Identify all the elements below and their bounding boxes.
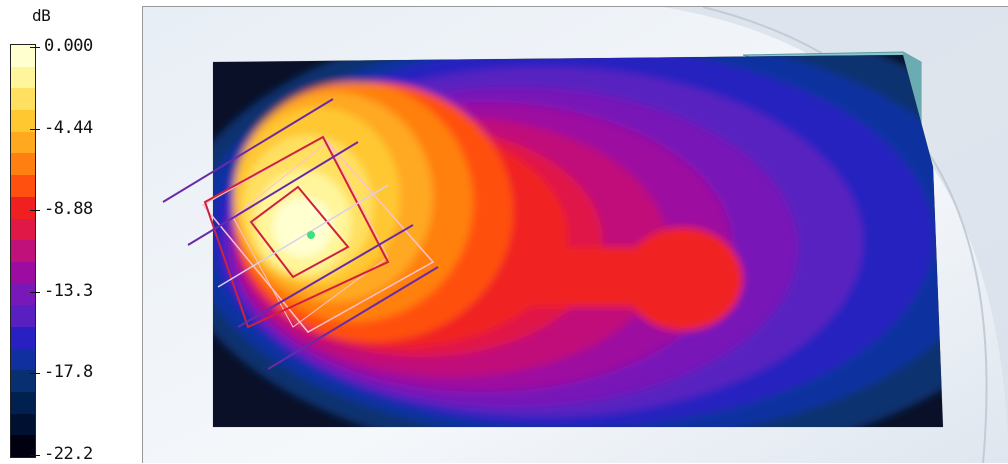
grid-square-light [232, 141, 389, 328]
colorbar-tick-label: -8.88 [44, 199, 93, 220]
colorbar-band [11, 392, 35, 414]
scan-grid-overlay [162, 98, 439, 370]
colorbar-band [11, 218, 35, 241]
heatmap-surface [213, 55, 943, 427]
colorbar-band [11, 240, 35, 262]
colorbar-tick [30, 373, 40, 375]
viewport-3d[interactable] [142, 6, 1008, 463]
colorbar-band [11, 326, 35, 349]
colorbar-band [11, 153, 35, 176]
scan-line-1 [162, 98, 334, 203]
colorbar-tick [30, 47, 40, 48]
scene-svg [143, 7, 1008, 463]
colorbar-band [11, 283, 35, 306]
red-grid-square [203, 135, 390, 329]
colorbar-tick-label: 0.000 [44, 36, 93, 56]
colorbar-band [11, 66, 35, 89]
legend-unit: dB [32, 6, 51, 25]
colorbar-tick [30, 128, 40, 130]
colorbar-tick-label: -22.2 [44, 444, 93, 464]
colorbar-band [11, 131, 35, 154]
colorbar-tick [30, 210, 40, 212]
curved-housing [663, 7, 1008, 438]
colorbar-band [11, 45, 35, 67]
colorbar-tick-label: -13.3 [44, 280, 93, 301]
inner-red-square [249, 185, 350, 279]
scan-line-2 [187, 141, 359, 246]
colorbar-band [11, 413, 35, 436]
scan-line-3 [237, 224, 414, 328]
scan-line-light [217, 184, 389, 288]
colorbar-band [11, 110, 35, 132]
colorbar-tick [30, 291, 40, 293]
legend: dB 0.000 -4.44 -8.88 -13.3 -17.8 -22.2 [0, 0, 140, 463]
green-dot-icon [307, 231, 315, 239]
colorbar-tick-label: -4.44 [44, 117, 93, 138]
scan-line-4 [267, 266, 439, 370]
colorbar [10, 44, 36, 458]
colorbar-band [11, 348, 35, 371]
colorbar-tick [30, 455, 40, 456]
colorbar-band [11, 370, 35, 392]
colorbar-band [11, 305, 35, 327]
colorbar-band [11, 435, 35, 458]
colorbar-tick-label: -17.8 [44, 362, 93, 383]
colorbar-band [11, 175, 35, 197]
colorbar-band [11, 88, 35, 111]
colorbar-band [11, 196, 35, 219]
colorbar-band [11, 261, 35, 284]
housing-edge [702, 7, 988, 463]
